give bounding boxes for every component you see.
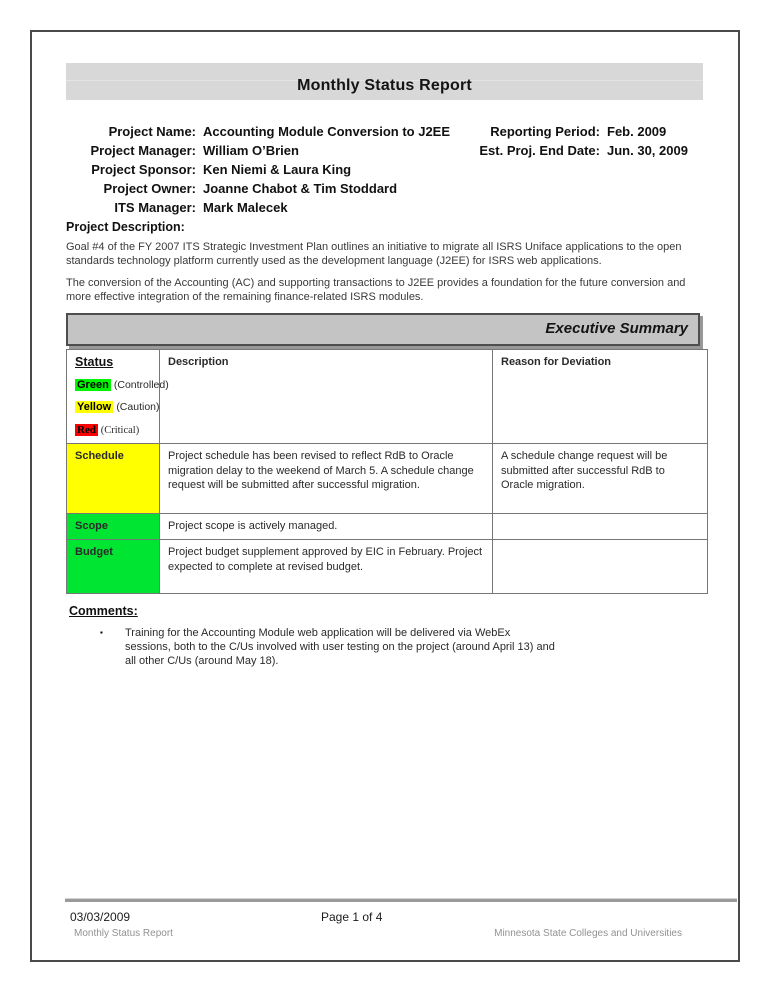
report-title-bar: Monthly Status Report xyxy=(66,63,703,100)
comments-heading: Comments: xyxy=(69,604,138,618)
schedule-reason-cell: A schedule change request will be submit… xyxy=(492,443,708,514)
legend-red-swatch: Red xyxy=(75,423,98,436)
project-manager-row: Project Manager: William O’Brien xyxy=(66,141,738,160)
project-sponsor-value: Ken Niemi & Laura King xyxy=(203,162,352,177)
reason-column-header: Reason for Deviation xyxy=(492,349,708,444)
footer-divider xyxy=(65,898,737,902)
legend-red-label: (Critical) xyxy=(100,424,140,436)
project-sponsor-label: Project Sponsor: xyxy=(91,162,196,177)
its-manager-value: Mark Malecek xyxy=(203,200,288,215)
its-manager-row: ITS Manager: Mark Malecek xyxy=(66,198,738,217)
project-sponsor-row: Project Sponsor: Ken Niemi & Laura King xyxy=(66,160,738,179)
its-manager-label: ITS Manager: xyxy=(114,200,196,215)
project-info-left: Project Name: Accounting Module Conversio… xyxy=(66,122,738,217)
scope-reason-cell xyxy=(492,513,708,540)
project-name-row: Project Name: Accounting Module Conversio… xyxy=(66,122,738,141)
bullet-icon: ▪ xyxy=(100,628,103,637)
footer-primary-line: 03/03/2009 Page 1 of 4 xyxy=(65,910,737,925)
budget-reason-cell xyxy=(492,539,708,594)
scope-description-cell: Project scope is actively managed. xyxy=(159,513,493,540)
project-info-right: Reporting Period: Feb. 2009 Est. Proj. En… xyxy=(440,122,688,160)
schedule-description-cell: Project schedule has been revised to ref… xyxy=(159,443,493,514)
footer-date: 03/03/2009 xyxy=(70,910,131,924)
project-owner-value: Joanne Chabot & Tim Stoddard xyxy=(203,181,398,196)
footer-page-number: Page 1 of 4 xyxy=(321,910,383,924)
budget-status-cell: Budget xyxy=(66,539,160,594)
table-row-budget: Budget Project budget supplement approve… xyxy=(66,539,708,594)
legend-yellow-label: (Caution) xyxy=(116,401,160,413)
footer-document-name: Monthly Status Report xyxy=(74,928,173,939)
status-column-header: Status xyxy=(75,355,114,369)
end-date-value: Jun. 30, 2009 xyxy=(607,143,688,158)
table-header-row: Status Green (Controlled) Yellow (Cautio… xyxy=(66,349,708,444)
table-row-schedule: Schedule Project schedule has been revis… xyxy=(66,443,708,514)
executive-summary-table: Status Green (Controlled) Yellow (Cautio… xyxy=(66,349,708,594)
status-header-cell: Status Green (Controlled) Yellow (Cautio… xyxy=(66,349,169,444)
footer-organization: Minnesota State Colleges and Universitie… xyxy=(494,928,682,939)
project-info-section: Project Name: Accounting Module Conversio… xyxy=(66,122,738,217)
legend-yellow-swatch: Yellow xyxy=(75,401,114,413)
budget-description-cell: Project budget supplement approved by EI… xyxy=(159,539,493,594)
comment-list-item: ▪ Training for the Accounting Module web… xyxy=(100,626,738,668)
document-page: Monthly Status Report Project Name: Accou… xyxy=(30,30,740,962)
project-name-label: Project Name: xyxy=(108,124,196,139)
executive-summary-header: Executive Summary xyxy=(66,313,700,346)
description-column-header: Description xyxy=(159,349,493,444)
legend-green: Green (Controlled) xyxy=(75,378,169,393)
scope-status-cell: Scope xyxy=(66,513,160,540)
reporting-period-row: Reporting Period: Feb. 2009 xyxy=(440,122,688,141)
project-name-value: Accounting Module Conversion to J2EE xyxy=(203,124,451,139)
project-description-heading: Project Description: xyxy=(66,220,185,234)
project-description-paragraph: Goal #4 of the FY 2007 ITS Strategic Inv… xyxy=(66,241,682,267)
comment-text: Training for the Accounting Module web a… xyxy=(125,627,555,667)
report-title: Monthly Status Report xyxy=(297,77,472,94)
legend-red: Red (Critical) xyxy=(75,423,151,439)
schedule-status-cell: Schedule xyxy=(66,443,160,514)
project-manager-value: William O’Brien xyxy=(203,143,299,158)
title-bar-divider xyxy=(66,80,703,81)
footer-secondary-line: Monthly Status Report Minnesota State Co… xyxy=(65,928,737,941)
end-date-row: Est. Proj. End Date: Jun. 30, 2009 xyxy=(440,141,688,160)
reporting-period-label: Reporting Period: xyxy=(490,124,600,139)
legend-green-swatch: Green xyxy=(75,378,111,391)
table-row-scope: Scope Project scope is actively managed. xyxy=(66,513,708,540)
project-manager-label: Project Manager: xyxy=(90,143,196,158)
project-description-paragraph: The conversion of the Accounting (AC) an… xyxy=(66,277,686,303)
legend-yellow: Yellow (Caution) xyxy=(75,400,160,415)
page-footer: 03/03/2009 Page 1 of 4 Monthly Status Re… xyxy=(65,898,737,941)
project-owner-row: Project Owner: Joanne Chabot & Tim Stodda… xyxy=(66,179,738,198)
end-date-label: Est. Proj. End Date: xyxy=(479,143,600,158)
project-owner-label: Project Owner: xyxy=(103,181,196,196)
reporting-period-value: Feb. 2009 xyxy=(607,124,667,139)
legend-green-label: (Controlled) xyxy=(113,378,169,391)
